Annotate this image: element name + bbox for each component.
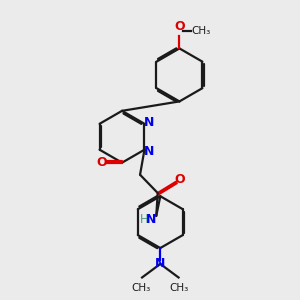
Text: O: O: [175, 173, 185, 186]
Text: N: N: [146, 213, 156, 226]
Text: N: N: [143, 116, 154, 129]
Text: H: H: [140, 213, 148, 226]
Text: O: O: [174, 20, 185, 33]
Text: N: N: [155, 257, 166, 271]
Text: O: O: [96, 156, 107, 169]
Text: CH₃: CH₃: [192, 26, 211, 36]
Text: N: N: [143, 145, 154, 158]
Text: CH₃: CH₃: [132, 283, 151, 293]
Text: CH₃: CH₃: [169, 283, 189, 293]
